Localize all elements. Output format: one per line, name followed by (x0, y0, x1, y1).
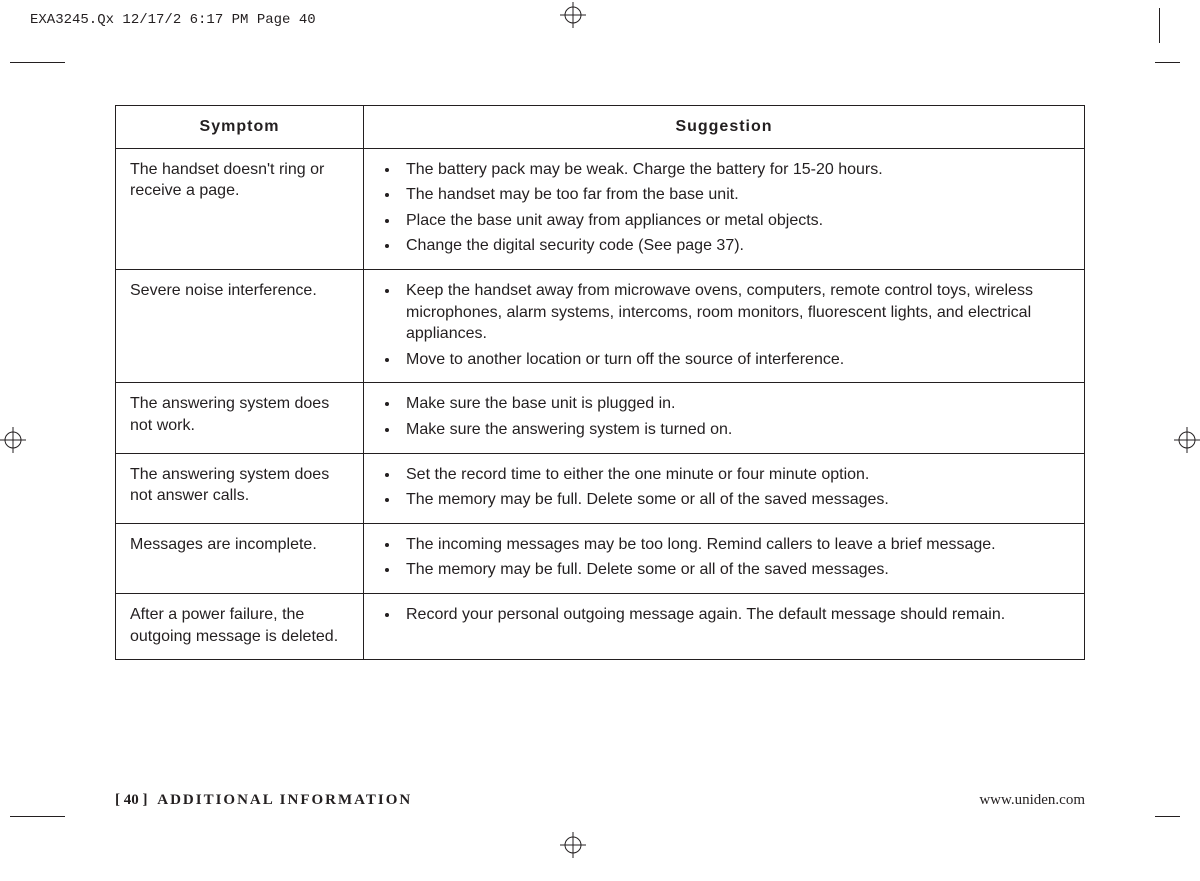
table-row: Severe noise interference. Keep the hands… (116, 269, 1085, 382)
table-row: After a power failure, the outgoing mess… (116, 593, 1085, 659)
suggestion-item: Make sure the base unit is plugged in. (400, 393, 1070, 415)
suggestion-list: Set the record time to either the one mi… (378, 464, 1070, 511)
suggestion-list: The incoming messages may be too long. R… (378, 534, 1070, 581)
symptom-cell: The handset doesn't ring or receive a pa… (116, 148, 364, 269)
suggestion-item: Make sure the answering system is turned… (400, 419, 1070, 441)
table-header-suggestion: Suggestion (364, 106, 1085, 149)
crop-mark (1155, 62, 1180, 63)
suggestion-item: The incoming messages may be too long. R… (400, 534, 1070, 556)
symptom-cell: The answering system does not answer cal… (116, 453, 364, 523)
suggestion-item: The handset may be too far from the base… (400, 184, 1070, 206)
symptom-cell: After a power failure, the outgoing mess… (116, 593, 364, 659)
header-slug: EXA3245.Qx 12/17/2 6:17 PM Page 40 (30, 12, 316, 28)
table-row: The answering system does not answer cal… (116, 453, 1085, 523)
suggestion-item: The memory may be full. Delete some or a… (400, 489, 1070, 511)
footer-left: [ 40 ] ADDITIONAL INFORMATION (115, 792, 412, 809)
suggestion-item: The memory may be full. Delete some or a… (400, 559, 1070, 581)
page-footer: [ 40 ] ADDITIONAL INFORMATION www.uniden… (115, 792, 1085, 809)
suggestion-cell: Keep the handset away from microwave ove… (364, 269, 1085, 382)
table-row: The answering system does not work. Make … (116, 383, 1085, 453)
registration-mark-icon (0, 427, 26, 453)
footer-url: www.uniden.com (979, 792, 1085, 809)
table-header-symptom: Symptom (116, 106, 364, 149)
symptom-cell: Severe noise interference. (116, 269, 364, 382)
suggestion-list: Make sure the base unit is plugged in. Ma… (378, 393, 1070, 440)
suggestion-cell: The battery pack may be weak. Charge the… (364, 148, 1085, 269)
crop-mark (10, 62, 65, 63)
symptom-cell: The answering system does not work. (116, 383, 364, 453)
section-title: ADDITIONAL INFORMATION (157, 792, 412, 808)
registration-mark-icon (1174, 427, 1200, 453)
suggestion-item: The battery pack may be weak. Charge the… (400, 159, 1070, 181)
page-number: [ 40 ] (115, 792, 148, 808)
suggestion-cell: Make sure the base unit is plugged in. Ma… (364, 383, 1085, 453)
suggestion-item: Record your personal outgoing message ag… (400, 604, 1070, 626)
suggestion-item: Keep the handset away from microwave ove… (400, 280, 1070, 345)
table-row: The handset doesn't ring or receive a pa… (116, 148, 1085, 269)
crop-mark (1155, 816, 1180, 817)
crop-mark (10, 816, 65, 817)
crop-mark (1159, 8, 1160, 43)
suggestion-cell: The incoming messages may be too long. R… (364, 523, 1085, 593)
suggestion-item: Change the digital security code (See pa… (400, 235, 1070, 257)
suggestion-item: Move to another location or turn off the… (400, 349, 1070, 371)
suggestion-cell: Record your personal outgoing message ag… (364, 593, 1085, 659)
troubleshooting-table: Symptom Suggestion The handset doesn't r… (115, 105, 1085, 660)
symptom-cell: Messages are incomplete. (116, 523, 364, 593)
suggestion-item: Place the base unit away from appliances… (400, 210, 1070, 232)
suggestion-list: Record your personal outgoing message ag… (378, 604, 1070, 626)
table-row: Messages are incomplete. The incoming mes… (116, 523, 1085, 593)
suggestion-cell: Set the record time to either the one mi… (364, 453, 1085, 523)
suggestion-list: The battery pack may be weak. Charge the… (378, 159, 1070, 257)
registration-mark-icon (560, 2, 586, 28)
suggestion-item: Set the record time to either the one mi… (400, 464, 1070, 486)
registration-mark-icon (560, 832, 586, 858)
table-body: The handset doesn't ring or receive a pa… (116, 148, 1085, 660)
suggestion-list: Keep the handset away from microwave ove… (378, 280, 1070, 370)
